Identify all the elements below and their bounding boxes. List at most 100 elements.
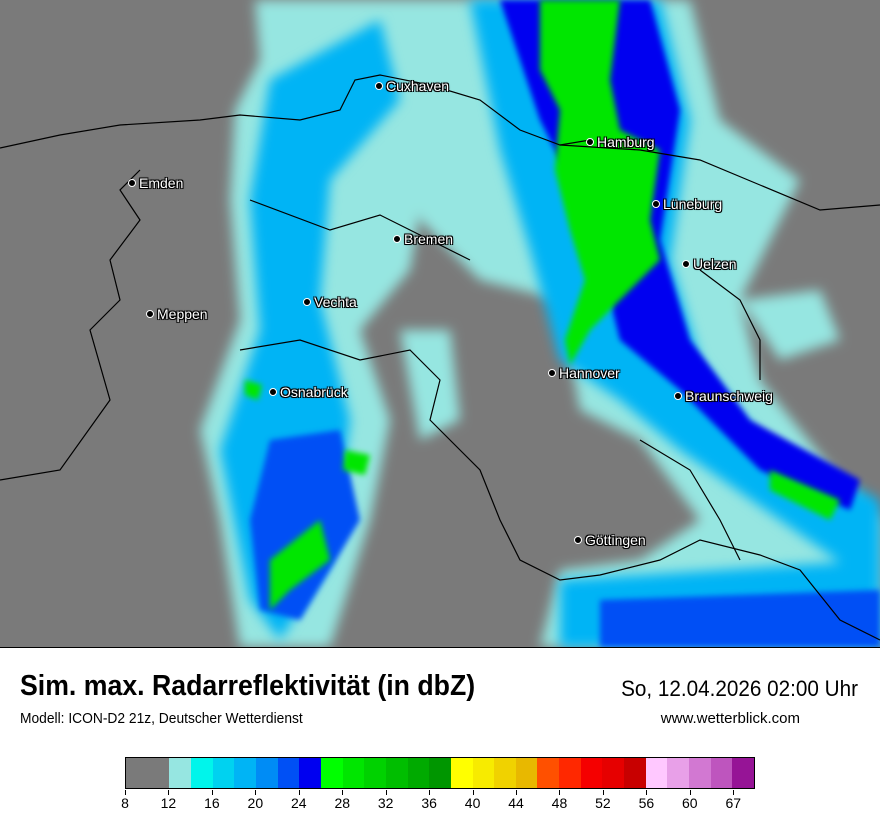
city-dot-icon: [548, 369, 556, 377]
legend-swatch: [710, 758, 733, 788]
legend-tick-label: 32: [377, 795, 394, 811]
city-label: Emden: [139, 175, 184, 191]
legend-tick-mark: [472, 790, 474, 795]
legend-swatch: [580, 758, 603, 788]
legend-tick-label: 60: [682, 795, 698, 811]
city-label: Göttingen: [585, 532, 646, 548]
city-marker-emden: Emden: [128, 175, 183, 191]
legend-tick-label: 20: [247, 795, 264, 811]
legend-swatch: [364, 758, 386, 788]
forecast-datetime: So, 12.04.2026 02:00 Uhr: [621, 676, 858, 701]
legend-swatch: [342, 758, 365, 788]
reflectivity-green: [245, 0, 840, 610]
city-label: Hamburg: [597, 134, 655, 150]
legend-swatch: [667, 758, 690, 788]
color-legend: [125, 757, 755, 789]
legend-tick-label: 12: [160, 795, 177, 811]
city-label: Meppen: [157, 306, 208, 322]
legend-tick-label: 56: [638, 795, 655, 811]
legend-tick-mark: [168, 790, 170, 795]
legend-swatch: [732, 758, 755, 788]
legend-tick-label: 16: [204, 795, 220, 811]
city-marker-lueneburg: Lüneburg: [652, 196, 722, 212]
legend-swatch: [450, 758, 473, 788]
city-marker-braunschweig: Braunschweig: [674, 388, 773, 404]
legend-swatch: [277, 758, 300, 788]
legend-tick-mark: [733, 790, 735, 795]
legend-tick-label: 40: [464, 795, 481, 811]
city-label: Braunschweig: [685, 388, 773, 404]
coastlines-borders: [0, 74, 880, 641]
legend-swatch: [385, 758, 408, 788]
city-dot-icon: [128, 179, 136, 187]
website-link[interactable]: www.wetterblick.com: [660, 710, 800, 727]
legend-swatch: [169, 758, 191, 788]
model-info: Modell: ICON-D2 21z, Deutscher Wetterdie…: [20, 710, 303, 727]
legend-tick-mark: [559, 790, 561, 795]
legend-swatch: [602, 758, 625, 788]
city-marker-osnabrueck: Osnabrück: [269, 384, 348, 400]
legend-swatch: [645, 758, 668, 788]
legend-tick-mark: [342, 790, 344, 795]
legend-tick-mark: [646, 790, 648, 795]
legend-tick-mark: [125, 790, 126, 795]
legend-tick-label: 24: [290, 795, 307, 811]
legend-swatch: [126, 758, 170, 788]
city-label: Uelzen: [693, 256, 737, 272]
city-marker-hannover: Hannover: [548, 365, 620, 381]
city-marker-uelzen: Uelzen: [682, 256, 737, 272]
legend-swatch: [234, 758, 256, 788]
legend-tick-label: 52: [595, 795, 611, 811]
city-marker-meppen: Meppen: [146, 306, 208, 322]
city-dot-icon: [393, 235, 401, 243]
city-dot-icon: [674, 392, 682, 400]
legend-ticks: 8 12 16 20 24 28 32 36 40 44 48 52 56 60 67: [121, 790, 755, 820]
city-marker-hamburg: Hamburg: [586, 134, 655, 150]
city-dot-icon: [652, 200, 660, 208]
map-title: Sim. max. Radarreflektivität (in dbZ): [20, 670, 476, 702]
city-marker-bremen: Bremen: [393, 231, 453, 247]
city-marker-goettingen: Göttingen: [574, 532, 646, 548]
city-dot-icon: [269, 388, 277, 396]
city-label: Hannover: [559, 365, 620, 381]
legend-tick-label: 67: [725, 795, 742, 811]
city-label: Osnabrück: [280, 384, 348, 400]
legend-tick-mark: [602, 790, 604, 795]
legend-tick-mark: [689, 790, 691, 795]
city-label: Vechta: [314, 294, 357, 310]
legend-swatch: [190, 758, 213, 788]
legend-tick-mark: [516, 790, 518, 795]
legend-tick-label: 36: [421, 795, 437, 811]
legend-swatch: [472, 758, 495, 788]
city-dot-icon: [146, 310, 154, 318]
legend-swatch: [407, 758, 430, 788]
legend-tick-label: 8: [121, 795, 129, 811]
city-dot-icon: [586, 138, 594, 146]
city-dot-icon: [682, 260, 690, 268]
city-dot-icon: [574, 536, 582, 544]
legend-tick-mark: [298, 790, 300, 795]
legend-swatch: [255, 758, 278, 788]
legend-swatch: [212, 758, 235, 788]
city-marker-cuxhaven: Cuxhaven: [375, 78, 449, 94]
city-label: Lüneburg: [663, 196, 723, 212]
legend-tick-mark: [211, 790, 213, 795]
legend-swatch: [624, 758, 646, 788]
legend-swatch: [429, 758, 451, 788]
legend-swatch: [515, 758, 538, 788]
legend-tick-label: 44: [508, 795, 524, 811]
legend-swatch: [559, 758, 581, 788]
legend-swatch: [320, 758, 343, 788]
legend-swatch: [689, 758, 711, 788]
legend-tick-label: 48: [551, 795, 568, 811]
city-marker-vechta: Vechta: [303, 294, 357, 310]
legend-tick-mark: [385, 790, 387, 795]
legend-swatch: [537, 758, 560, 788]
legend-swatch: [299, 758, 321, 788]
radar-map: Cuxhaven Hamburg Emden Lüneburg Bremen U…: [0, 0, 880, 648]
legend-swatch: [494, 758, 516, 788]
city-dot-icon: [303, 298, 311, 306]
city-label: Bremen: [404, 231, 454, 247]
city-label: Cuxhaven: [386, 78, 450, 94]
legend-tick-mark: [255, 790, 257, 795]
